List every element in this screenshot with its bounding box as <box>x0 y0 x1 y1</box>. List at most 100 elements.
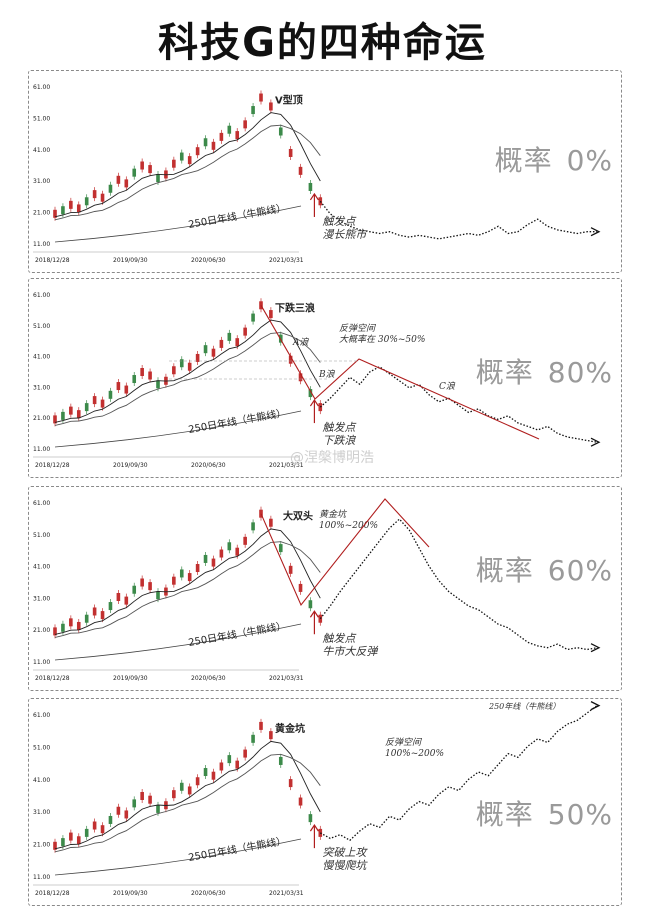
fate-panel-2: 概率 80% 61.00 51.00 41.00 31.00 21.00 11.00 2018/… <box>28 278 622 478</box>
x-tick-label: 2021/03/31 <box>269 675 304 682</box>
moving-average-long <box>54 541 321 638</box>
x-tick-label: 2020/06/30 <box>191 462 226 469</box>
projected-arrow <box>590 227 601 237</box>
y-tick-label: 51.00 <box>33 532 50 539</box>
candlestick <box>259 298 263 313</box>
candlestick <box>227 539 232 554</box>
candlestick <box>243 324 247 339</box>
pattern-label: V型顶 <box>275 94 303 107</box>
candlestick <box>108 181 113 196</box>
candlestick <box>69 615 73 630</box>
candlestick <box>116 172 121 187</box>
probability-value: 50% <box>547 798 613 831</box>
candlestick <box>179 149 184 164</box>
projected-arrow <box>590 643 601 653</box>
y-tick-label: 51.00 <box>33 323 50 330</box>
page-title: 科技G的四种命运 <box>158 20 487 66</box>
note-annotation: 大概率在 30%~50% <box>339 334 425 345</box>
y-tick-label: 51.00 <box>33 115 50 122</box>
candlestick <box>251 731 255 746</box>
note-annotation: 100%~200% <box>319 521 378 531</box>
x-tick-label: 2019/09/30 <box>113 675 148 682</box>
candlestick <box>132 165 137 180</box>
y-tick-label: 21.00 <box>33 415 50 422</box>
probability-value: 60% <box>547 554 613 587</box>
probability-label: 概率 <box>494 144 553 177</box>
x-tick-label: 2018/12/28 <box>35 675 70 682</box>
candlestick <box>211 555 216 570</box>
candlestick <box>132 372 137 387</box>
candlestick <box>84 400 89 415</box>
candlestick <box>211 768 216 783</box>
fate-chart: 61.00 51.00 41.00 31.00 21.00 11.00 2018/12/28… <box>33 498 601 682</box>
candlestick <box>100 822 105 837</box>
candlestick <box>251 103 255 118</box>
candlestick <box>172 156 176 171</box>
y-tick-label: 61.00 <box>33 500 50 507</box>
candlestick <box>140 575 144 590</box>
fate-chart: 61.00 51.00 41.00 31.00 21.00 11.00 2018/12/28… <box>33 292 601 469</box>
candlestick <box>308 179 313 194</box>
candlestick <box>116 803 121 818</box>
candlestick <box>211 138 216 153</box>
x-tick-label: 2018/12/28 <box>35 890 70 897</box>
y-tick-label: 61.00 <box>33 712 50 719</box>
moving-average-short <box>54 528 321 635</box>
candlestick <box>187 783 192 798</box>
fate-panel-1: 概率 0% 61.00 51.00 41.00 31.00 21.00 11.00 2018/1… <box>28 70 622 273</box>
candlestick <box>269 99 273 114</box>
candlestick <box>172 363 176 378</box>
candlestick <box>195 774 200 789</box>
candlestick <box>278 124 283 139</box>
probability-row: 概率 50% <box>476 793 613 833</box>
candlestick <box>53 206 57 221</box>
candlestick <box>298 794 303 809</box>
candlestick <box>76 201 81 216</box>
candlestick <box>203 135 208 150</box>
candlestick <box>100 190 105 205</box>
fate-chart: 61.00 51.00 41.00 31.00 21.00 11.00 2018/12/28… <box>33 84 601 264</box>
trigger-annotation: 牛市大反弹 <box>322 645 378 658</box>
candlestick <box>187 153 192 168</box>
candlestick <box>148 368 152 383</box>
candlestick <box>69 829 73 844</box>
y-tick-label: 21.00 <box>33 627 50 634</box>
candlestick <box>172 573 176 588</box>
candlestick <box>278 753 283 768</box>
candlestick <box>203 551 208 566</box>
candlestick <box>92 187 97 202</box>
candlestick <box>53 838 57 853</box>
y-tick-label: 11.00 <box>33 874 50 881</box>
trigger-annotation: 触发点 <box>322 632 357 645</box>
ma250-line <box>54 623 302 661</box>
candlestick <box>288 145 293 160</box>
x-tick-label: 2021/03/31 <box>269 257 304 264</box>
candlestick <box>187 570 192 585</box>
y-tick-label: 51.00 <box>33 744 50 751</box>
pattern-label: 大双头 <box>283 510 313 523</box>
candlestick <box>132 796 137 811</box>
candlestick <box>140 158 144 173</box>
candlestick <box>298 163 303 178</box>
note-annotation: 反弹空间 <box>385 737 422 748</box>
y-tick-label: 41.00 <box>33 354 50 361</box>
candlestick <box>92 818 97 833</box>
candlestick <box>116 379 121 394</box>
candlestick <box>298 580 303 595</box>
candlestick <box>108 812 113 827</box>
projected-path <box>319 705 598 842</box>
candlestick <box>76 618 81 633</box>
probability-row: 概率 0% <box>495 139 613 179</box>
y-tick-label: 61.00 <box>33 84 50 91</box>
fate-panel-3: 概率 60% 61.00 51.00 41.00 31.00 21.00 11.00 2018/… <box>28 486 622 691</box>
candlestick <box>195 144 200 159</box>
candlestick <box>92 604 97 619</box>
candlestick <box>227 329 232 344</box>
note-annotation: 反弹空间 <box>339 323 376 334</box>
projected-arrow <box>590 437 601 447</box>
candlestick <box>187 359 192 374</box>
x-tick-label: 2020/06/30 <box>191 890 226 897</box>
candlestick <box>203 765 208 780</box>
y-tick-label: 21.00 <box>33 842 50 849</box>
probability-value: 0% <box>566 144 613 177</box>
